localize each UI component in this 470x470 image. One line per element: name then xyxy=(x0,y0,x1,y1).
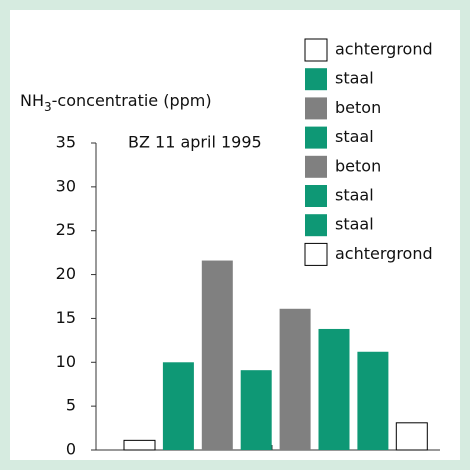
y-axis-label: NH3-concentratie (ppm) xyxy=(20,91,212,114)
bar xyxy=(123,439,156,451)
bar xyxy=(357,351,389,450)
annotation: BZ 11 april 1995 xyxy=(128,133,262,152)
bar xyxy=(279,308,311,450)
legend-swatch xyxy=(304,242,328,266)
bar xyxy=(201,260,233,450)
y-tick-label: 35 xyxy=(56,133,76,152)
y-tick-label: 20 xyxy=(56,264,76,283)
legend-swatch xyxy=(305,185,327,207)
legend-swatch xyxy=(305,214,327,237)
panel xyxy=(10,10,460,460)
legend-label: beton xyxy=(335,98,381,117)
y-tick-label: 10 xyxy=(56,352,76,371)
legend-swatch xyxy=(304,38,328,62)
bar xyxy=(318,328,350,450)
legend-label: staal xyxy=(335,127,374,146)
legend-swatch xyxy=(305,126,327,149)
legend-label: achtergrond xyxy=(335,40,433,59)
legend-label: staal xyxy=(335,186,374,205)
legend-label: staal xyxy=(335,69,374,88)
y-tick-label: 25 xyxy=(56,220,76,239)
y-tick-label: 30 xyxy=(56,176,76,195)
y-tick-label: 15 xyxy=(56,308,76,327)
legend-label: achtergrond xyxy=(335,244,433,263)
bar xyxy=(162,362,194,450)
legend-label: staal xyxy=(335,215,374,234)
legend-swatch xyxy=(305,155,327,178)
y-tick-label: 5 xyxy=(66,396,76,415)
bar xyxy=(395,422,428,451)
legend-swatch xyxy=(305,97,327,120)
y-tick-label: 0 xyxy=(66,440,76,459)
legend-swatch xyxy=(305,68,327,91)
legend-label: beton xyxy=(335,156,381,175)
bar xyxy=(240,370,272,450)
